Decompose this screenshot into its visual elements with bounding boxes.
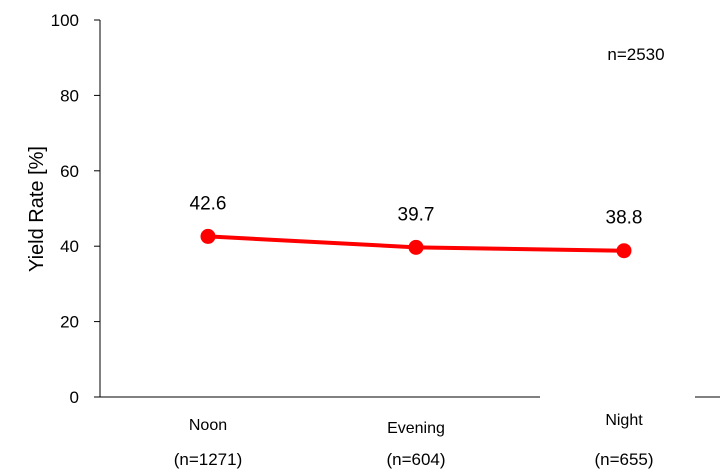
data-point: [616, 243, 632, 259]
y-tick-label: 40: [60, 237, 79, 256]
x-category-label: Noon: [189, 417, 227, 434]
y-tick-label: 20: [60, 313, 79, 332]
y-axis-label: Yield Rate [%]: [26, 146, 48, 272]
data-label: 39.7: [398, 204, 435, 225]
total-count-annotation: n=2530: [607, 45, 664, 64]
data-label: 38.8: [606, 208, 643, 229]
data-label: 42.6: [190, 193, 227, 214]
data-point: [408, 239, 424, 255]
x-category-count: (n=1271): [174, 450, 243, 469]
data-point: [200, 228, 216, 244]
x-category-count: (n=655): [594, 450, 653, 469]
x-category-label: Night: [605, 412, 643, 429]
y-tick-label: 0: [70, 388, 79, 407]
y-tick-label: 60: [60, 162, 79, 181]
x-category-count: (n=604): [386, 450, 445, 469]
x-category-label: Evening: [387, 420, 445, 437]
y-tick-label: 100: [51, 11, 79, 30]
y-tick-label: 80: [60, 86, 79, 105]
